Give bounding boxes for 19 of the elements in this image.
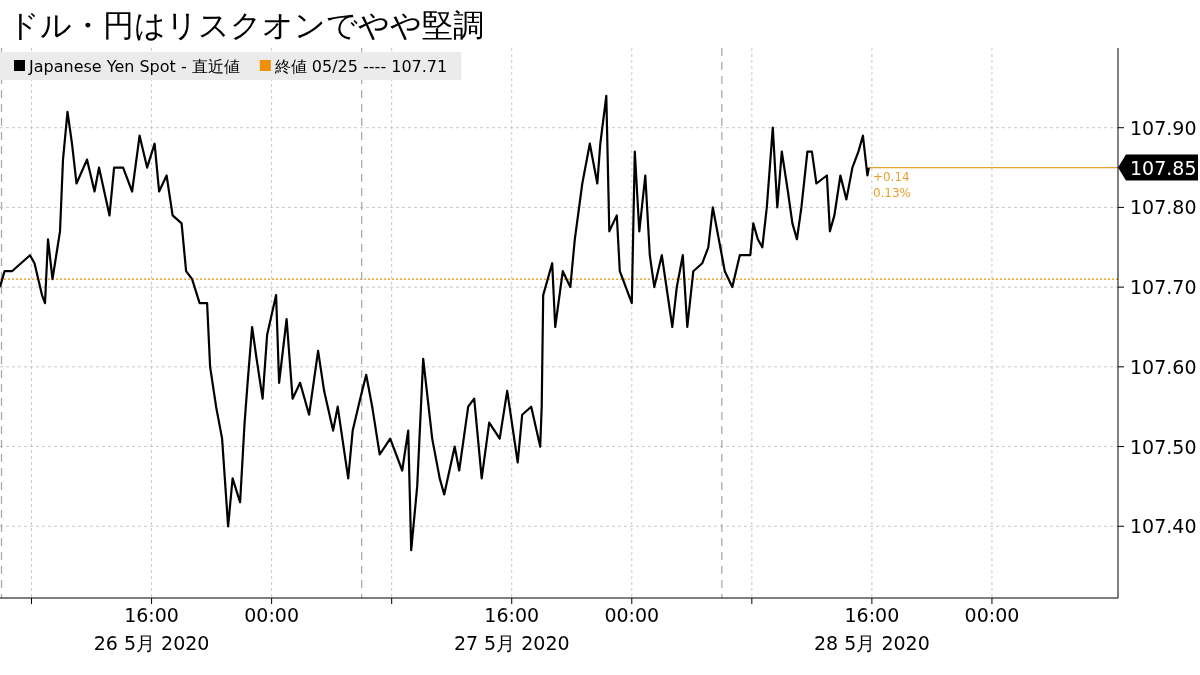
line-series xyxy=(0,94,870,552)
chart-title: ドル・円はリスクオンでやや堅調 xyxy=(8,7,484,43)
annotation: 0.13% xyxy=(872,185,912,200)
legend-label: Japanese Yen Spot - 直近値 xyxy=(28,57,240,76)
ref-line-label: 107.85 xyxy=(1130,156,1197,179)
y-tick-label: 107.90 xyxy=(1130,116,1197,139)
y-tick-label: 107.50 xyxy=(1130,435,1197,458)
x-tick-label: 16:00 26 5月 2020 xyxy=(93,604,210,654)
x-tick-label: 00:00 xyxy=(244,604,299,626)
y-tick-label: 107.60 xyxy=(1130,355,1197,378)
y-tick-label: 107.70 xyxy=(1130,276,1197,299)
x-tick-label: 16:00 28 5月 2020 xyxy=(814,604,930,654)
y-tick-label: 107.80 xyxy=(1130,196,1197,219)
y-tick-label: 107.40 xyxy=(1130,515,1197,538)
annotation: +0.14 xyxy=(872,169,910,184)
x-tick-label: 00:00 xyxy=(964,604,1020,626)
legend-label: 終値 05/25 ---- 107.71 xyxy=(273,57,448,76)
x-tick-label: 00:00 xyxy=(604,604,660,626)
x-tick-label: 16:00 27 5月 2020 xyxy=(453,604,570,654)
